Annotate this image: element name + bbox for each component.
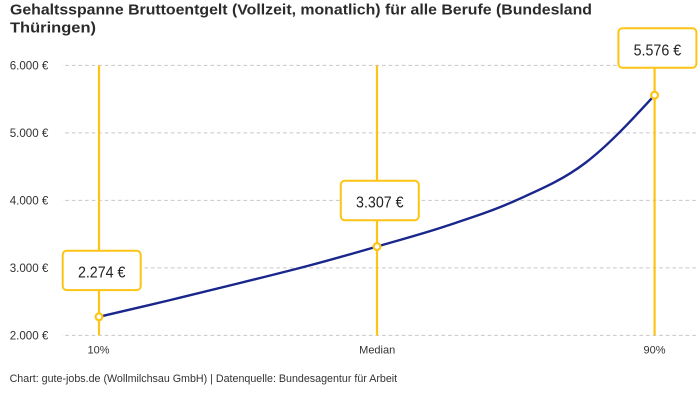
svg-text:5.000 €: 5.000 € [10, 127, 49, 140]
svg-text:4.000 €: 4.000 € [10, 194, 49, 207]
svg-text:Gehaltsspanne Bruttoentgelt (V: Gehaltsspanne Bruttoentgelt (Vollzeit, m… [10, 2, 592, 19]
svg-text:2.274 €: 2.274 € [78, 265, 126, 282]
svg-text:Thüringen): Thüringen) [10, 20, 96, 37]
svg-text:2.000 €: 2.000 € [10, 329, 49, 342]
svg-text:90%: 90% [643, 345, 665, 357]
svg-text:3.000 €: 3.000 € [10, 262, 49, 275]
svg-text:Chart: gute-jobs.de (Wollmilch: Chart: gute-jobs.de (Wollmilchsau GmbH) … [10, 373, 398, 385]
svg-text:Median: Median [359, 345, 395, 357]
svg-text:3.307 €: 3.307 € [356, 195, 404, 212]
svg-text:6.000 €: 6.000 € [10, 59, 49, 72]
svg-text:5.576 €: 5.576 € [634, 43, 682, 60]
svg-text:10%: 10% [87, 345, 109, 357]
